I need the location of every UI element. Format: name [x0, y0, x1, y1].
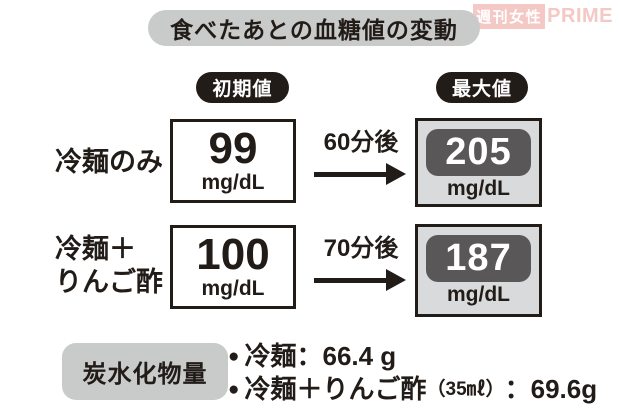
carbohydrate-item-2-rest: ：69.6g — [504, 374, 598, 404]
row1-arrow-right-icon — [314, 162, 406, 186]
row1-max-value-badge: 205 — [426, 129, 531, 176]
row2-label-line2: りんご酢 — [55, 267, 163, 297]
carbohydrate-item-1: ● 冷麺：66.4 g — [228, 340, 597, 373]
carbohydrate-item-2: ● 冷麺＋りんご酢 （35㎖） ：69.6g — [228, 373, 597, 406]
chart-title: 食べたあとの血糖値の変動 — [148, 10, 480, 46]
carbohydrate-item-2-paren: （35㎖） — [426, 379, 505, 400]
row1-initial-value-box: 99 mg/dL — [170, 119, 296, 203]
carbohydrate-list: ● 冷麺：66.4 g ● 冷麺＋りんご酢 （35㎖） ：69.6g — [228, 340, 597, 406]
brand-prime-label: PRIME — [547, 5, 613, 27]
row2-initial-unit: mg/dL — [201, 277, 265, 300]
row1-initial-value: 99 — [208, 124, 258, 173]
arrow-shaft — [314, 171, 386, 177]
row1-initial-unit: mg/dL — [201, 171, 265, 194]
row1-max-value: 205 — [445, 131, 512, 173]
arrow-shaft — [314, 277, 386, 283]
carbohydrate-heading: 炭水化物量 — [62, 343, 228, 400]
row2-arrow-right-icon — [314, 268, 406, 292]
column-header-initial: 初期値 — [196, 72, 289, 103]
bullet-icon: ● — [228, 379, 240, 400]
row2-elapsed-time: 70分後 — [323, 235, 399, 262]
row2-label-line1: 冷麺＋ — [55, 234, 136, 264]
row2-initial-value: 100 — [196, 230, 270, 279]
row2-max-value: 187 — [445, 237, 512, 279]
row2-max-value-box: 187 mg/dL — [415, 224, 542, 317]
brand-logo: 週刊女性 PRIME — [473, 4, 613, 29]
carbohydrate-item-2-text: 冷麺＋りんご酢 — [244, 374, 427, 404]
row2-label: 冷麺＋ りんご酢 — [55, 233, 163, 299]
row2-initial-value-box: 100 mg/dL — [170, 225, 296, 309]
row1-max-value-box: 205 mg/dL — [415, 118, 542, 207]
row1-elapsed-time: 60分後 — [323, 129, 399, 156]
row2-max-unit: mg/dL — [447, 283, 510, 306]
bullet-icon: ● — [228, 346, 240, 367]
arrow-head — [386, 163, 406, 185]
column-header-max: 最大値 — [436, 72, 528, 103]
row1-label: 冷麺のみ — [55, 146, 163, 179]
arrow-head — [386, 269, 406, 291]
carbohydrate-item-1-text: 冷麺：66.4 g — [244, 341, 397, 371]
row1-max-unit: mg/dL — [447, 177, 510, 200]
brand-weekly-label: 週刊女性 — [473, 4, 546, 29]
row2-max-value-badge: 187 — [426, 235, 531, 282]
row1-label-line1: 冷麺のみ — [55, 147, 163, 177]
